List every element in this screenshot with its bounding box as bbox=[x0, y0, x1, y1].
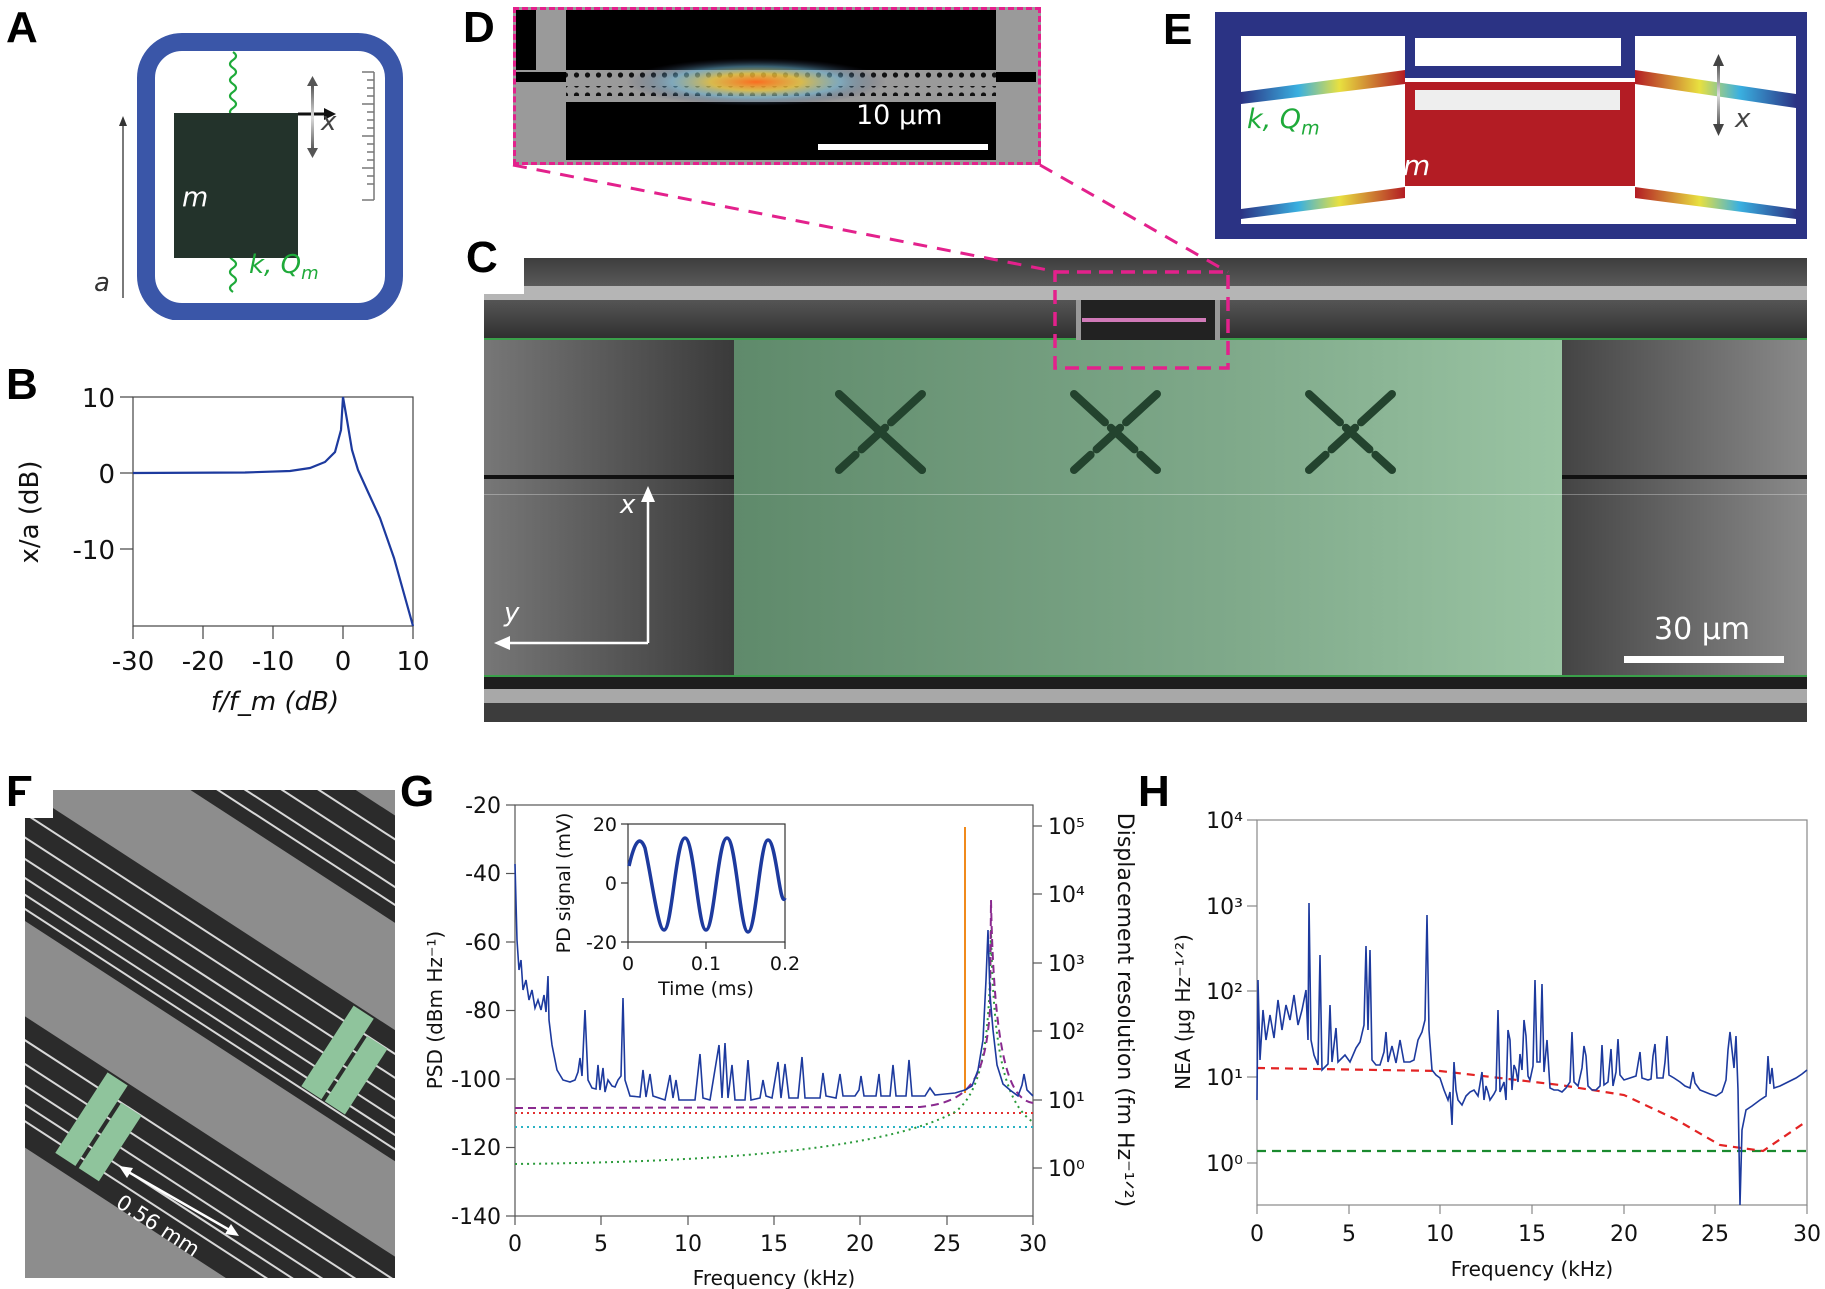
svg-text:-120: -120 bbox=[451, 1136, 501, 1161]
label-a: a bbox=[94, 268, 110, 298]
svg-text:0: 0 bbox=[605, 873, 617, 895]
h-series bbox=[1256, 902, 1808, 1206]
svg-text:Displacement resolution (fm Hz: Displacement resolution (fm Hz⁻¹ᐟ²) bbox=[1112, 813, 1137, 1207]
svg-text:10¹: 10¹ bbox=[1206, 1066, 1243, 1091]
svg-text:-10: -10 bbox=[252, 647, 294, 677]
panel-a-diagram bbox=[119, 33, 403, 320]
svg-text:10: 10 bbox=[1426, 1222, 1454, 1247]
label-mass-a: m bbox=[182, 182, 209, 213]
chart-g-inset: 20 0 -20 0 0.1 0.2 Time (ms) PD signal (… bbox=[553, 813, 800, 1000]
scale-bar-c bbox=[1624, 656, 1784, 663]
svg-text:PD signal (mV): PD signal (mV) bbox=[553, 813, 575, 954]
svg-text:0.1: 0.1 bbox=[691, 953, 721, 975]
panel-letter-e: E bbox=[1163, 5, 1193, 54]
panel-letter-d: D bbox=[463, 3, 495, 52]
svg-text:-20: -20 bbox=[586, 932, 617, 954]
svg-text:PSD (dBm Hz⁻¹): PSD (dBm Hz⁻¹) bbox=[423, 931, 447, 1090]
proof-mass-tint bbox=[734, 340, 1562, 675]
svg-text:10⁴: 10⁴ bbox=[1048, 883, 1085, 908]
label-mass-e: m bbox=[1403, 149, 1431, 182]
sem-array-image-f: 0.56 mm bbox=[25, 790, 395, 1278]
svg-text:-10: -10 bbox=[73, 536, 115, 566]
svg-text:0: 0 bbox=[98, 460, 115, 490]
panel-letter-c-top: C bbox=[466, 233, 498, 282]
svg-text:Time (ms): Time (ms) bbox=[657, 978, 754, 1000]
label-spring-a: k, Qm bbox=[249, 250, 319, 285]
fem-simulation-e: k, Qm m x bbox=[1215, 12, 1807, 239]
svg-text:10⁰: 10⁰ bbox=[1048, 1157, 1085, 1182]
dimension-arrow-icon bbox=[124, 1168, 234, 1234]
svg-text:-60: -60 bbox=[465, 931, 501, 956]
alignment-crosses bbox=[494, 270, 1784, 663]
svg-text:25: 25 bbox=[1701, 1222, 1729, 1247]
svg-text:30: 30 bbox=[1793, 1222, 1821, 1247]
panel-letter-g: G bbox=[400, 767, 435, 816]
double-arrow-icon bbox=[1717, 64, 1720, 126]
svg-text:0: 0 bbox=[622, 953, 634, 975]
svg-text:10³: 10³ bbox=[1048, 952, 1085, 977]
svg-text:10⁴: 10⁴ bbox=[1206, 809, 1243, 834]
svg-text:-100: -100 bbox=[451, 1068, 501, 1093]
ruler-icon bbox=[362, 71, 375, 201]
svg-text:20: 20 bbox=[1610, 1222, 1638, 1247]
svg-text:10¹: 10¹ bbox=[1048, 1089, 1085, 1114]
svg-text:0: 0 bbox=[508, 1232, 522, 1257]
scale-bar-c-label: 30 μm bbox=[1654, 612, 1751, 647]
chart-b: 10 0 -10 -30 -20 -10 0 10 f/f_m (dB) x/a… bbox=[15, 384, 430, 717]
svg-text:-80: -80 bbox=[465, 999, 501, 1024]
axis-x-label: x bbox=[620, 490, 636, 520]
svg-text:x/a (dB): x/a (dB) bbox=[15, 461, 45, 564]
label-x-e: x bbox=[1735, 104, 1751, 134]
svg-text:Frequency (kHz): Frequency (kHz) bbox=[1451, 1257, 1613, 1281]
svg-text:20: 20 bbox=[846, 1232, 874, 1257]
svg-text:-20: -20 bbox=[182, 647, 224, 677]
svg-text:5: 5 bbox=[594, 1232, 608, 1257]
panel-letter-a: A bbox=[6, 3, 38, 52]
svg-text:10³: 10³ bbox=[1206, 895, 1243, 920]
double-arrow-icon bbox=[311, 85, 314, 150]
proof-mass bbox=[174, 113, 298, 258]
scale-bar-d-label: 10 μm bbox=[856, 100, 943, 131]
svg-text:15: 15 bbox=[760, 1232, 788, 1257]
label-x-a: x bbox=[321, 107, 337, 137]
svg-text:10: 10 bbox=[82, 384, 115, 414]
zoom-highlight-box bbox=[1053, 270, 1230, 370]
svg-text:Frequency (kHz): Frequency (kHz) bbox=[693, 1266, 855, 1289]
svg-text:10²: 10² bbox=[1206, 980, 1243, 1005]
svg-text:-30: -30 bbox=[112, 647, 154, 677]
svg-text:f/f_m (dB): f/f_m (dB) bbox=[211, 687, 339, 717]
svg-text:5: 5 bbox=[1342, 1222, 1356, 1247]
b-series bbox=[132, 396, 415, 627]
svg-text:0.2: 0.2 bbox=[770, 953, 800, 975]
sem-image-c: x y 30 μm bbox=[484, 258, 1807, 722]
svg-text:-20: -20 bbox=[465, 794, 501, 819]
svg-text:10: 10 bbox=[396, 647, 429, 677]
svg-text:15: 15 bbox=[1518, 1222, 1546, 1247]
scale-bar-d bbox=[818, 144, 988, 150]
axis-y-label: y bbox=[504, 598, 520, 628]
svg-text:-140: -140 bbox=[451, 1205, 501, 1230]
svg-text:20: 20 bbox=[593, 814, 617, 836]
photonic-crystal-image-d: 10 μm bbox=[513, 7, 1041, 165]
g-series bbox=[514, 863, 1034, 1102]
panel-letter-b: B bbox=[6, 360, 38, 409]
spring-top-icon bbox=[228, 51, 238, 117]
svg-text:10: 10 bbox=[674, 1232, 702, 1257]
chart-g: 20 0 -20 0 0.1 0.2 Time (ms) PD signal (… bbox=[423, 794, 1137, 1289]
frame bbox=[137, 33, 403, 320]
svg-text:NEA (μg Hz⁻¹ᐟ²): NEA (μg Hz⁻¹ᐟ²) bbox=[1171, 934, 1195, 1090]
svg-text:10⁰: 10⁰ bbox=[1206, 1152, 1243, 1177]
panel-letter-h: H bbox=[1138, 767, 1170, 816]
svg-text:10²: 10² bbox=[1048, 1020, 1085, 1045]
svg-text:0: 0 bbox=[1250, 1222, 1264, 1247]
svg-text:0: 0 bbox=[335, 647, 352, 677]
svg-text:25: 25 bbox=[933, 1232, 961, 1257]
svg-text:30: 30 bbox=[1019, 1232, 1047, 1257]
chart-h: 10⁴ 10³ 10² 10¹ 10⁰ 0 5 10 15 20 25 30 F… bbox=[1171, 809, 1821, 1281]
svg-text:10⁵: 10⁵ bbox=[1048, 815, 1085, 840]
label-spring-e: k, Qm bbox=[1247, 104, 1320, 140]
svg-text:-40: -40 bbox=[465, 862, 501, 887]
